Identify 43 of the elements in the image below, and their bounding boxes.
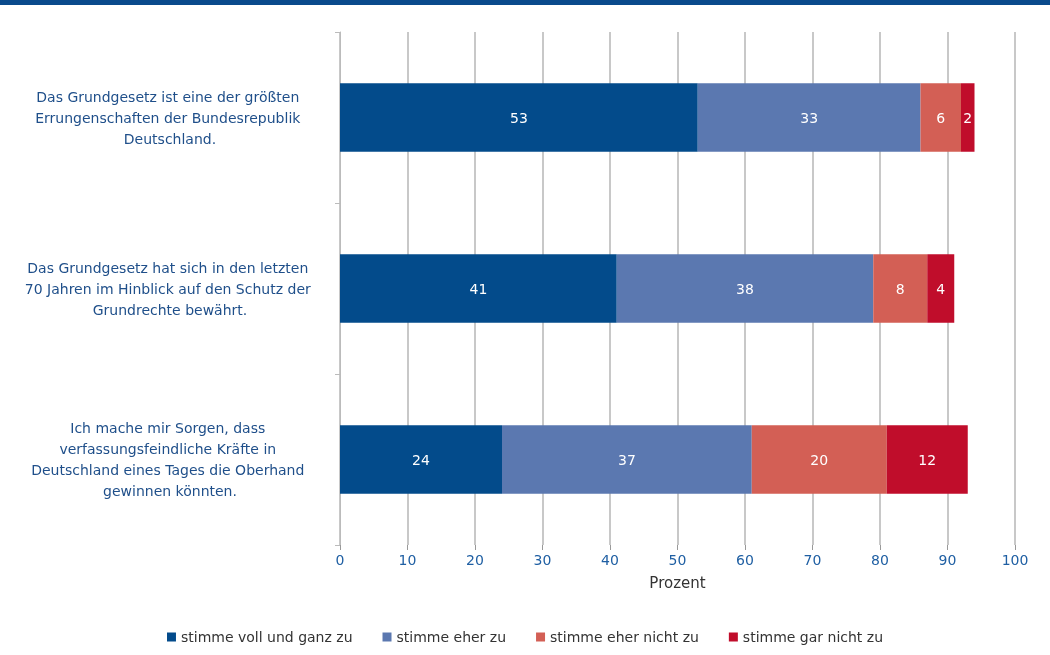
bar xyxy=(340,83,698,152)
x-tick-label: 80 xyxy=(871,552,889,568)
data-label: 24 xyxy=(412,451,430,468)
data-label: 37 xyxy=(617,451,636,468)
data-label: 38 xyxy=(736,280,754,297)
legend-label: stimme gar nicht zu xyxy=(742,629,884,645)
x-tick-label: 10 xyxy=(398,552,417,568)
legend-label: stimme eher zu xyxy=(396,629,507,645)
legend-label: stimme voll und ganz zu xyxy=(180,629,353,645)
x-tick-label: 70 xyxy=(803,552,822,568)
bar xyxy=(616,254,874,323)
y-tick-label: Das Grundgesetz hat sich in den letzten 70 Jahren im Hinblick auf den Schutz der Grundrechte bewährt. xyxy=(24,259,316,318)
legend-label: stimme eher nicht zu xyxy=(550,629,699,645)
y-tick-label: Das Grundgesetz ist eine der größten Errungenschaften der Bundesrepublik Deutschland. xyxy=(35,88,305,147)
bar xyxy=(697,83,921,152)
data-label: 20 xyxy=(810,451,829,468)
data-label: 41 xyxy=(469,280,488,297)
data-label: 33 xyxy=(800,109,819,126)
x-tick-label: 60 xyxy=(736,552,754,568)
data-label: 6 xyxy=(936,109,946,126)
x-tick-label: 20 xyxy=(466,552,484,568)
bar xyxy=(873,254,928,323)
x-tick-label: 40 xyxy=(601,552,619,568)
bar xyxy=(502,425,752,494)
bar xyxy=(961,83,975,152)
x-tick-label: 100 xyxy=(1001,552,1029,568)
x-axis-title: Prozent xyxy=(649,573,706,592)
x-tick-label: 50 xyxy=(668,552,687,568)
y-tick-label: Ich mache mir Sorgen, dass verfassungsfeindliche Kräfte in Deutschland eines Tages die Oberhand gewinnen könnten. xyxy=(31,420,309,499)
x-tick-label: 0 xyxy=(335,552,345,568)
bar xyxy=(340,254,617,323)
bar xyxy=(751,425,887,494)
x-tick-label: 90 xyxy=(938,552,957,568)
data-label: 2 xyxy=(963,109,973,126)
data-label: 4 xyxy=(936,280,946,297)
data-label: 53 xyxy=(509,109,528,126)
bar xyxy=(927,254,955,323)
bar xyxy=(340,425,502,494)
bar xyxy=(886,425,968,494)
x-tick-label: 30 xyxy=(533,552,552,568)
data-label: 12 xyxy=(918,451,937,468)
data-label: 8 xyxy=(895,280,905,297)
bar xyxy=(920,83,961,152)
